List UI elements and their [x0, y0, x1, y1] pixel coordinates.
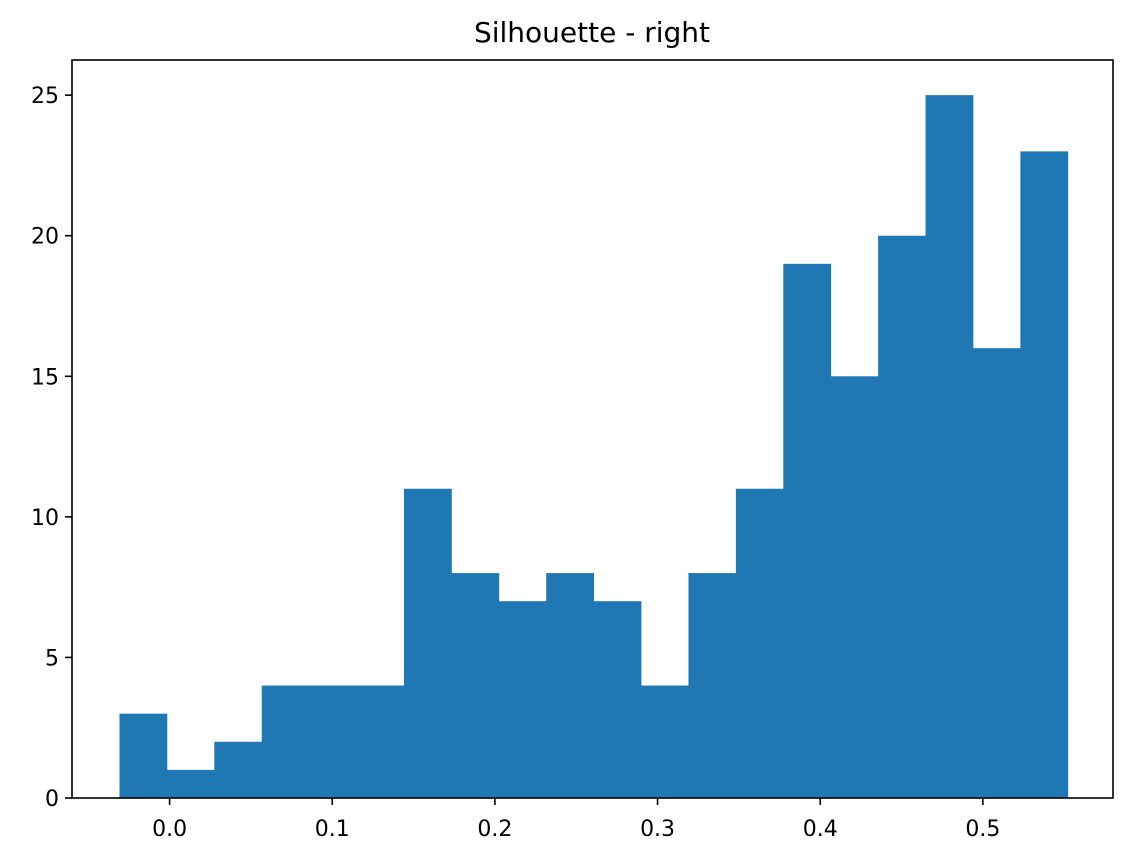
histogram-bar — [593, 601, 642, 798]
bars-layer — [119, 95, 1069, 799]
y-tick-label: 20 — [31, 225, 59, 250]
x-tick-label: 0.4 — [803, 817, 838, 842]
histogram-bar — [451, 573, 500, 798]
plot-frame — [71, 59, 1114, 799]
histogram-bar — [972, 348, 1021, 798]
y-tick-label: 25 — [31, 84, 59, 109]
histogram-bar — [309, 685, 357, 798]
ticks-layer: 0.0 0.1 0.2 0.3 0.4 0.5 0 5 10 15 20 25 — [31, 84, 1000, 842]
histogram-bar — [735, 488, 784, 798]
histogram-bar — [119, 713, 168, 798]
histogram-bar — [878, 235, 926, 798]
histogram-bar — [546, 573, 595, 798]
y-tick-label: 0 — [45, 787, 59, 812]
histogram-bar — [166, 769, 215, 798]
x-tick-label: 0.1 — [315, 817, 350, 842]
x-tick-label: 0.3 — [640, 817, 675, 842]
x-tick-label: 0.2 — [477, 817, 512, 842]
y-tick-label: 15 — [31, 365, 59, 390]
histogram-bar — [688, 573, 737, 798]
x-tick-label: 0.5 — [965, 817, 1000, 842]
histogram-bar — [214, 741, 263, 798]
x-tick-label: 0.0 — [152, 817, 187, 842]
histogram-bar — [641, 685, 689, 798]
chart-title: Silhouette - right — [474, 16, 710, 49]
histogram-bar — [925, 95, 974, 798]
histogram-bar — [261, 685, 310, 798]
histogram-bar — [830, 376, 879, 798]
histogram-bar — [498, 601, 547, 798]
histogram-bar — [403, 488, 452, 798]
y-tick-label: 10 — [31, 506, 59, 531]
y-tick-label: 5 — [45, 646, 59, 671]
histogram-bar — [356, 685, 405, 798]
histogram-bar — [783, 263, 832, 799]
histogram-bar — [1020, 151, 1069, 798]
